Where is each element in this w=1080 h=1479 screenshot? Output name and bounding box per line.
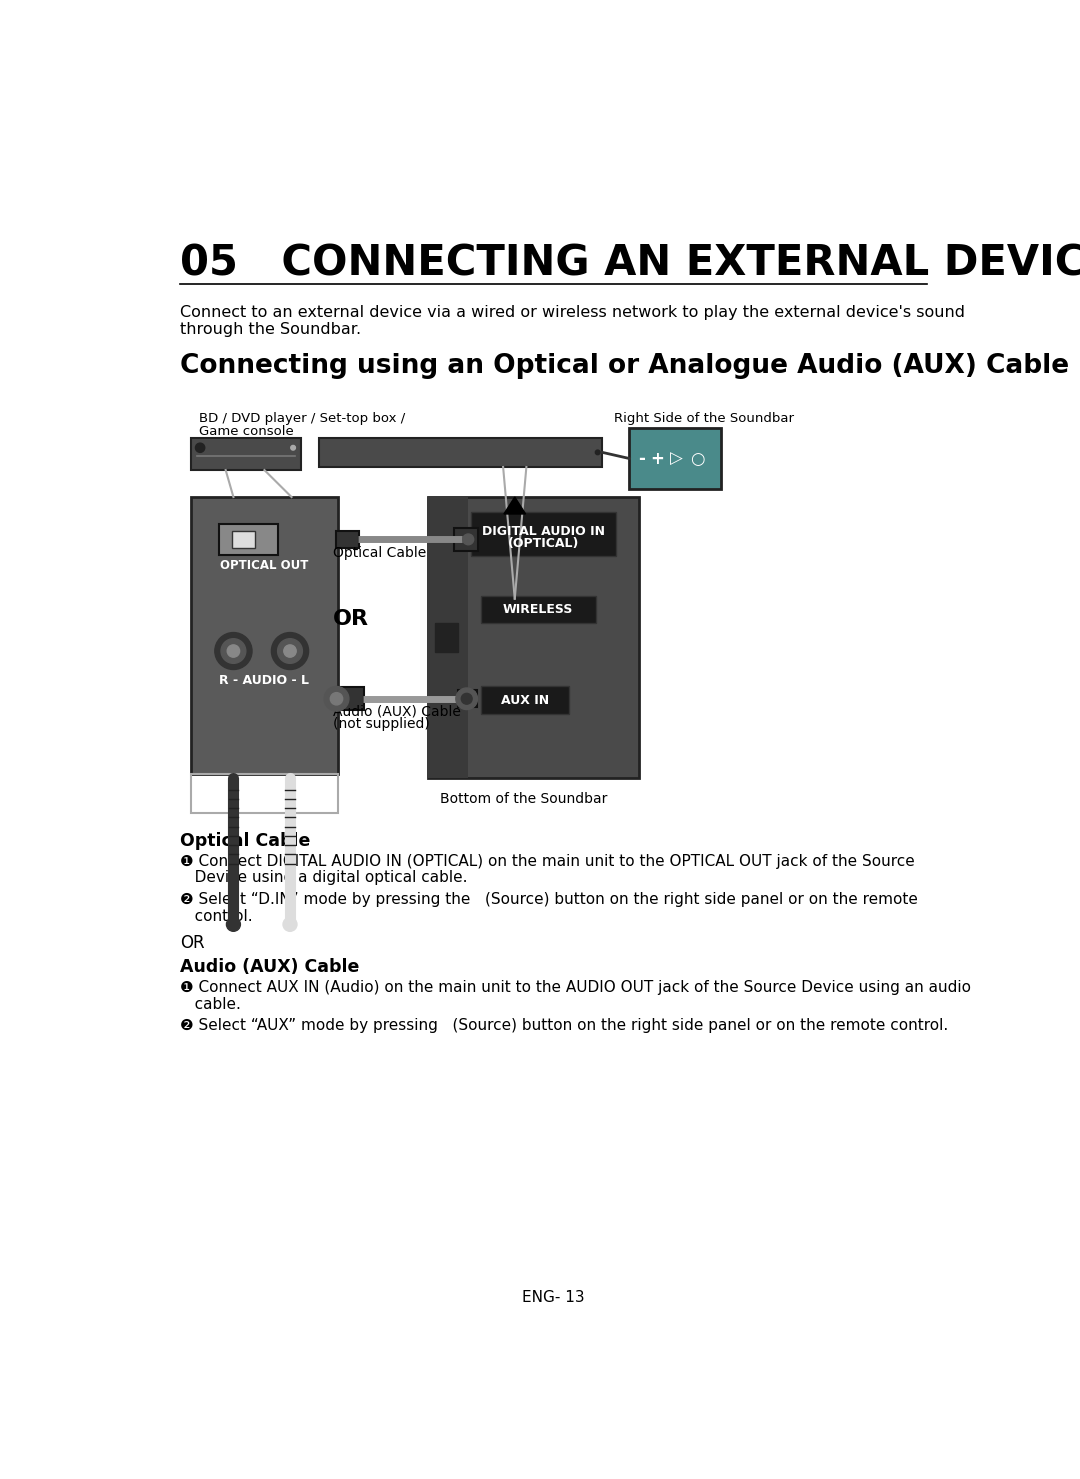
FancyBboxPatch shape — [428, 497, 469, 778]
Text: ❶ Connect AUX IN (Audio) on the main unit to the AUDIO OUT jack of the Source De: ❶ Connect AUX IN (Audio) on the main uni… — [180, 979, 971, 995]
Circle shape — [227, 645, 240, 657]
Text: +: + — [650, 450, 664, 467]
Text: BD / DVD player / Set-top box /: BD / DVD player / Set-top box / — [199, 413, 405, 426]
Text: Optical Cable: Optical Cable — [180, 833, 310, 850]
FancyBboxPatch shape — [191, 497, 338, 774]
Circle shape — [215, 633, 252, 670]
FancyBboxPatch shape — [218, 524, 278, 555]
Circle shape — [324, 686, 349, 711]
Text: control.: control. — [180, 910, 253, 924]
Text: through the Soundbar.: through the Soundbar. — [180, 322, 361, 337]
Text: ❷ Select “D.IN” mode by pressing the   (Source) button on the right side panel o: ❷ Select “D.IN” mode by pressing the (So… — [180, 892, 918, 907]
Text: Audio (AUX) Cable: Audio (AUX) Cable — [333, 705, 460, 719]
Text: Optical Cable: Optical Cable — [333, 546, 426, 559]
Text: AUX IN: AUX IN — [501, 694, 549, 707]
Circle shape — [195, 444, 205, 453]
Text: ENG- 13: ENG- 13 — [523, 1290, 584, 1304]
Text: OR: OR — [180, 933, 204, 951]
FancyBboxPatch shape — [336, 531, 359, 547]
Text: WIRELESS: WIRELESS — [503, 603, 573, 615]
Text: DIGITAL AUDIO IN: DIGITAL AUDIO IN — [482, 525, 605, 538]
Text: 05   CONNECTING AN EXTERNAL DEVICE: 05 CONNECTING AN EXTERNAL DEVICE — [180, 243, 1080, 285]
Circle shape — [284, 645, 296, 657]
FancyBboxPatch shape — [481, 686, 569, 714]
Text: ▷: ▷ — [670, 450, 683, 467]
FancyBboxPatch shape — [471, 512, 616, 556]
FancyBboxPatch shape — [337, 688, 364, 710]
Circle shape — [595, 450, 600, 454]
Text: cable.: cable. — [180, 997, 241, 1012]
Text: Game console: Game console — [199, 426, 294, 438]
FancyBboxPatch shape — [320, 438, 603, 467]
Circle shape — [271, 633, 309, 670]
Circle shape — [463, 534, 474, 544]
Text: ○: ○ — [690, 450, 705, 467]
Text: Bottom of the Soundbar: Bottom of the Soundbar — [440, 791, 607, 806]
FancyBboxPatch shape — [455, 528, 477, 552]
Circle shape — [227, 917, 241, 932]
Circle shape — [461, 694, 472, 704]
Text: Connect to an external device via a wired or wireless network to play the extern: Connect to an external device via a wire… — [180, 305, 964, 319]
Text: -: - — [638, 450, 645, 467]
Text: R - AUDIO - L: R - AUDIO - L — [219, 674, 310, 688]
FancyBboxPatch shape — [458, 691, 476, 707]
Text: OR: OR — [333, 609, 368, 629]
FancyBboxPatch shape — [630, 427, 721, 490]
Text: Right Side of the Soundbar: Right Side of the Soundbar — [613, 413, 794, 426]
Text: Device using a digital optical cable.: Device using a digital optical cable. — [180, 871, 468, 886]
Polygon shape — [504, 497, 526, 515]
Text: ❷ Select “AUX” mode by pressing   (Source) button on the right side panel or on : ❷ Select “AUX” mode by pressing (Source)… — [180, 1019, 948, 1034]
FancyBboxPatch shape — [191, 438, 301, 470]
Circle shape — [291, 445, 296, 450]
Text: Connecting using an Optical or Analogue Audio (AUX) Cable: Connecting using an Optical or Analogue … — [180, 353, 1069, 379]
FancyBboxPatch shape — [428, 497, 638, 778]
Circle shape — [221, 639, 246, 664]
Text: (OPTICAL): (OPTICAL) — [508, 537, 579, 550]
Text: (not supplied): (not supplied) — [333, 717, 430, 731]
Circle shape — [330, 692, 342, 705]
Circle shape — [456, 688, 477, 710]
Text: Audio (AUX) Cable: Audio (AUX) Cable — [180, 958, 360, 976]
FancyBboxPatch shape — [481, 596, 596, 623]
Text: ❶ Connect DIGITAL AUDIO IN (OPTICAL) on the main unit to the OPTICAL OUT jack of: ❶ Connect DIGITAL AUDIO IN (OPTICAL) on … — [180, 853, 915, 868]
Text: OPTICAL OUT: OPTICAL OUT — [220, 559, 309, 571]
Circle shape — [278, 639, 302, 664]
Circle shape — [283, 917, 297, 932]
FancyBboxPatch shape — [435, 623, 458, 652]
FancyBboxPatch shape — [232, 531, 255, 547]
